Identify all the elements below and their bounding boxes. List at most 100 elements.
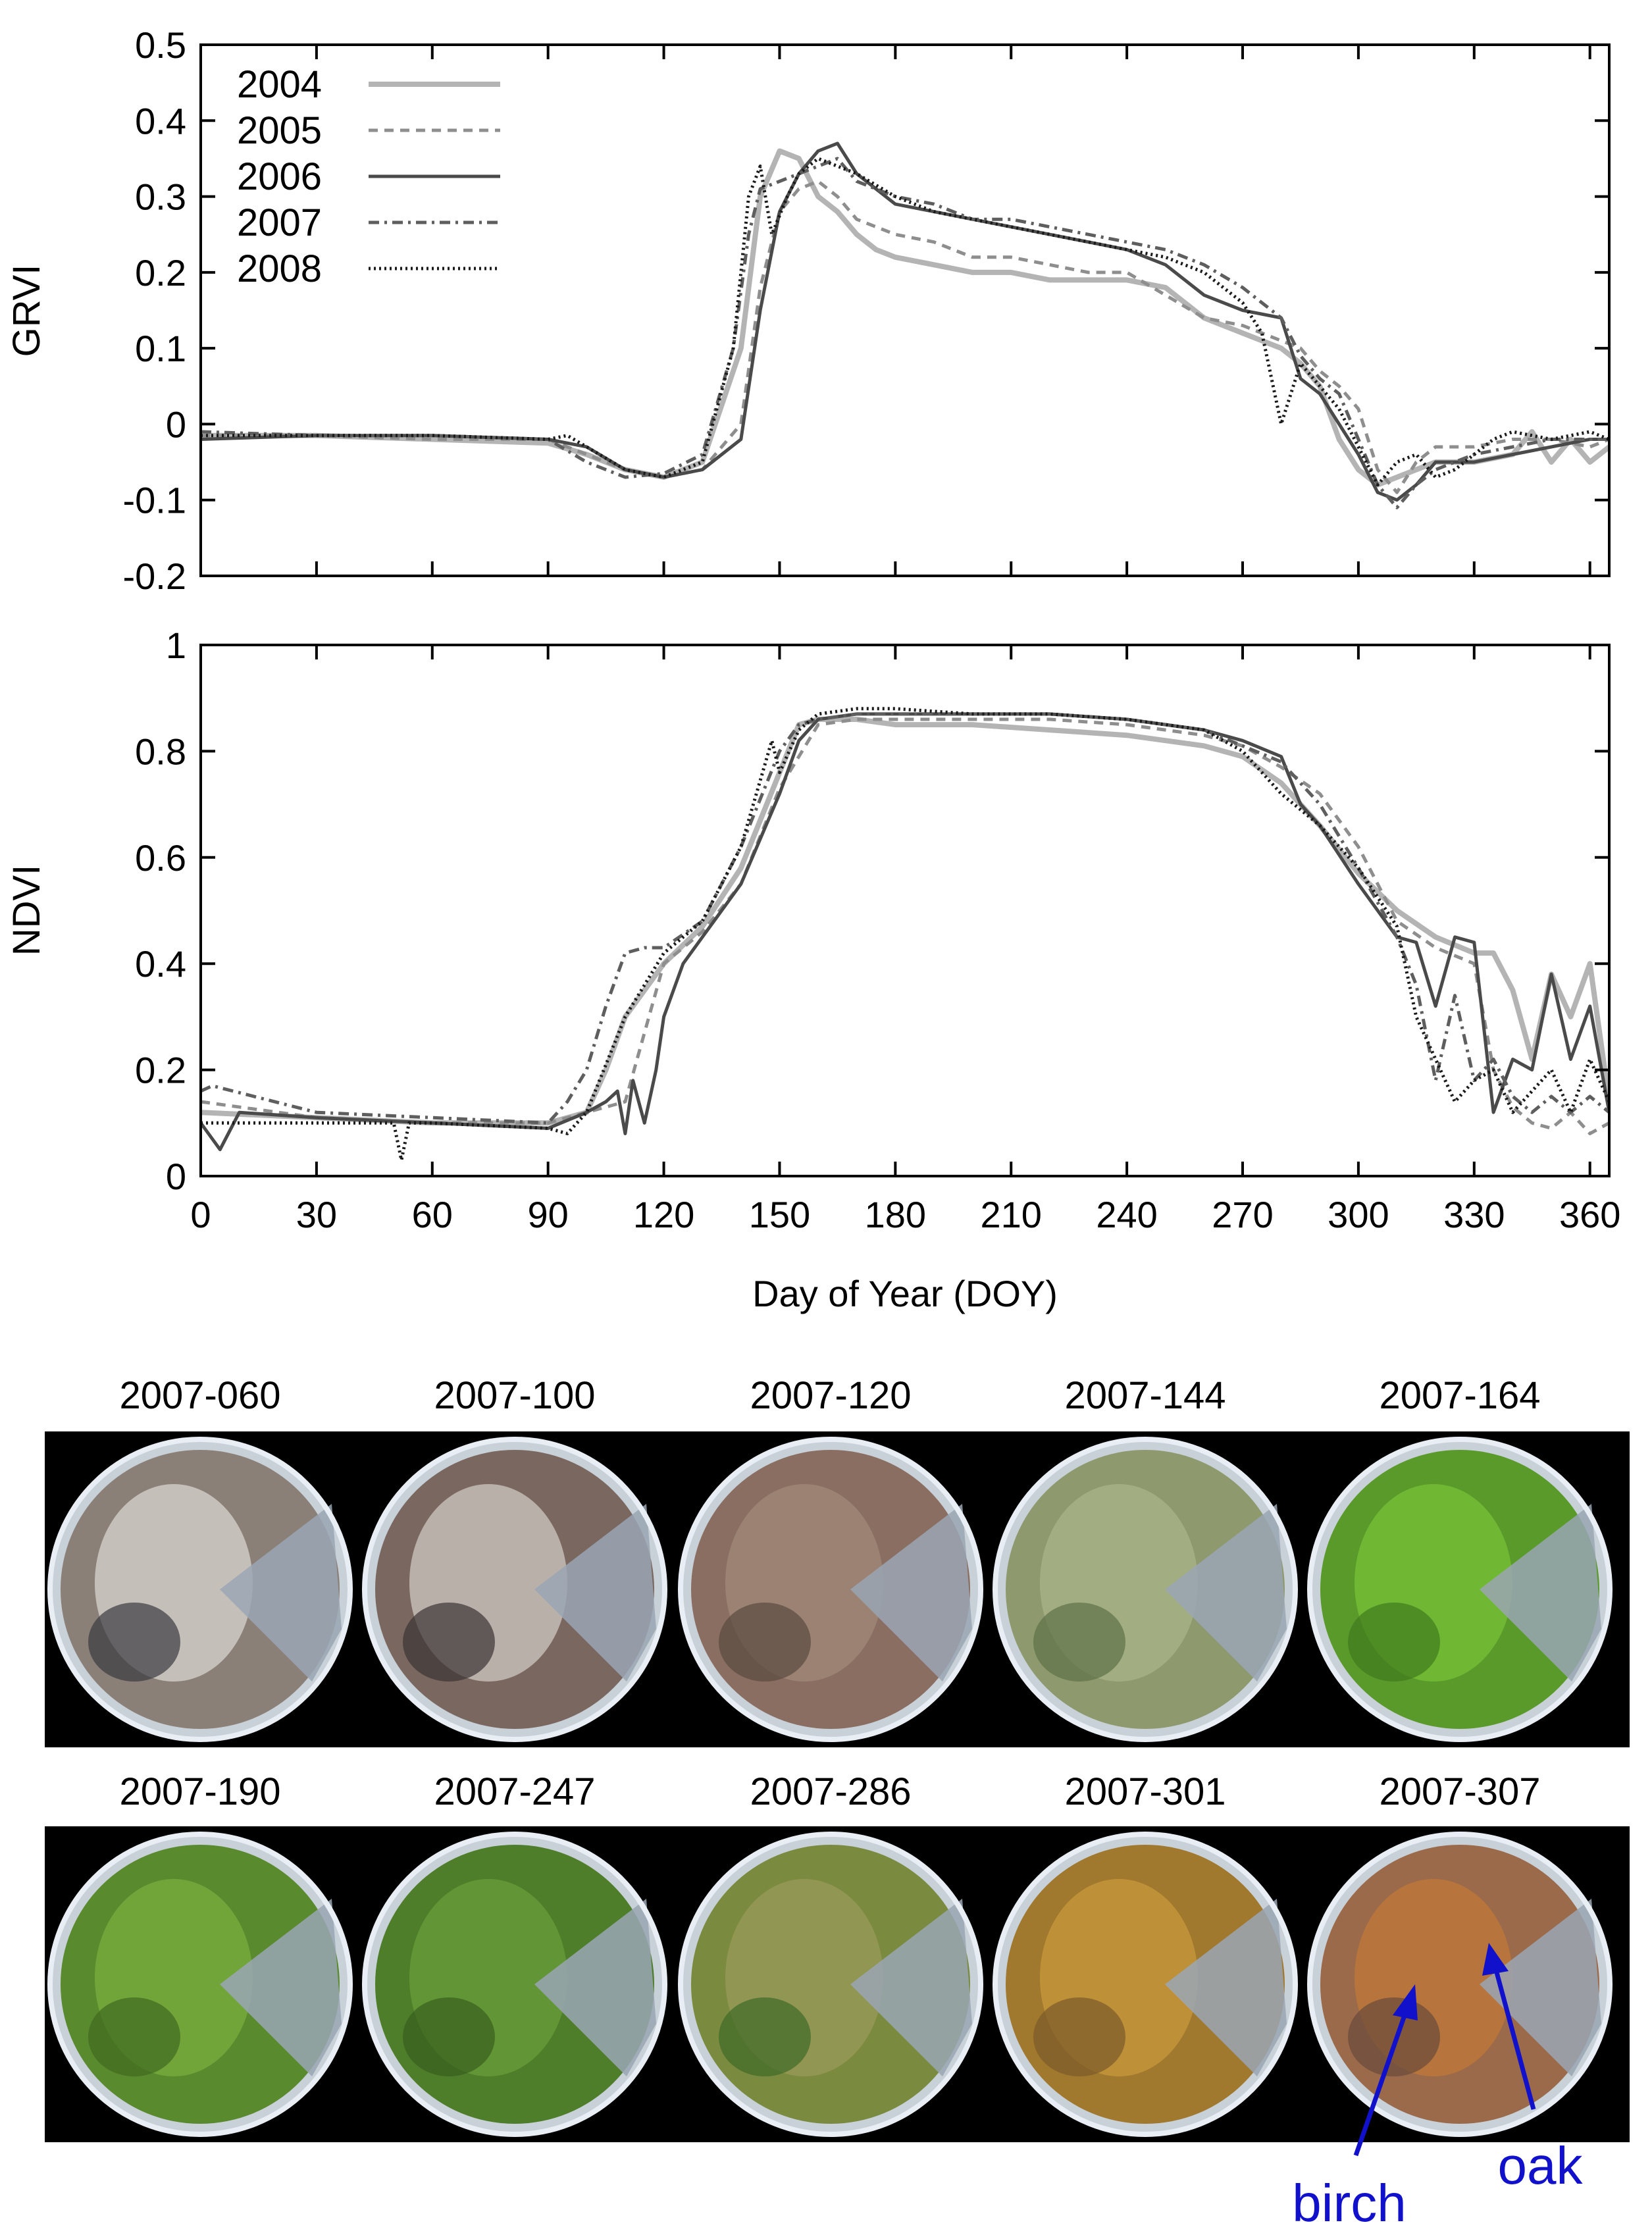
photo-label-2007-301: 2007-301	[1064, 1770, 1226, 1813]
photo-2007-247	[362, 1832, 667, 2137]
photo-2007-301	[993, 1832, 1298, 2137]
ndvi-series-2004	[201, 717, 1609, 1126]
grvi-series-2006	[201, 141, 1609, 502]
grvi-ytick-label: -0.2	[123, 555, 187, 597]
canopy-patch	[1033, 1997, 1125, 2076]
ndvi-series-2008	[201, 707, 1609, 1162]
photo-label-2007-190: 2007-190	[119, 1770, 280, 1813]
tower-structure	[1480, 1899, 1601, 2076]
ndvi-ytick-label: 0.8	[135, 731, 186, 772]
fisheye-edge	[362, 1832, 667, 2137]
grvi-series-2005	[201, 180, 1609, 494]
ndvi-xtick-label: 270	[1212, 1194, 1273, 1235]
photo-label-2007-100: 2007-100	[434, 1374, 595, 1417]
photo-2007-190	[47, 1832, 353, 2137]
fisheye-edge	[47, 1437, 353, 1742]
photo-2007-144	[993, 1437, 1298, 1742]
grvi-ytick-label: 0.1	[135, 328, 186, 369]
grvi-series-group	[201, 141, 1609, 509]
ndvi-xtick-label: 240	[1096, 1194, 1157, 1235]
ndvi-ticks-group: 1 0.8 0.6 0.4 0.2 00 30 60 90 120 150 180 210 240 270 3…	[135, 625, 1620, 1235]
ndvi-xtick-label: 90	[528, 1194, 569, 1235]
ndvi-xtick-label: 330	[1443, 1194, 1505, 1235]
photo-2007-286	[678, 1832, 983, 2137]
photo-label-2007-286: 2007-286	[750, 1770, 911, 1813]
ndvi-series-2007	[201, 712, 1609, 1125]
oak-label: oak	[1498, 2136, 1584, 2195]
legend-label-2006: 2006	[237, 155, 322, 198]
grvi-ticks-group: 0.5 0.4 0.3 0.2 0.1 0 -0.1 -0.2	[123, 24, 1609, 597]
photo-2007-100	[362, 1437, 667, 1742]
ndvi-xtick-label: 30	[296, 1194, 337, 1235]
fisheye-edge	[678, 1437, 983, 1742]
birch-arrow-shaft	[1353, 2003, 1411, 2157]
ndvi-series-2006	[201, 712, 1609, 1152]
photo-2007-060	[47, 1437, 353, 1742]
photo-label-2007-060: 2007-060	[119, 1374, 280, 1417]
legend-label-2005: 2005	[237, 109, 322, 152]
canopy-patch	[88, 1997, 180, 2076]
photo-label-2007-307: 2007-307	[1379, 1770, 1540, 1813]
ndvi-series-2005	[201, 717, 1609, 1135]
grvi-series-2007	[201, 157, 1609, 509]
oak-arrow-shaft	[1491, 1962, 1536, 2110]
legend-label-2007: 2007	[237, 201, 322, 244]
birch-arrow-head	[1393, 1984, 1418, 2020]
canopy-patch	[1033, 1603, 1125, 1682]
ndvi-ytick-label: 1	[166, 625, 186, 666]
canopy-patch	[1348, 1997, 1440, 2076]
ndvi-xtick-label: 0	[190, 1194, 211, 1235]
photo-2007-307	[1307, 1832, 1613, 2137]
fisheye-edge	[993, 1437, 1298, 1742]
tower-structure	[534, 1899, 656, 2076]
tower-structure	[220, 1899, 342, 2076]
tower-structure	[850, 1899, 972, 2076]
canopy-patch	[1348, 1603, 1440, 1682]
ndvi-ylabel: NDVI	[5, 865, 48, 956]
tower-structure	[534, 1504, 656, 1682]
canopy-patch	[88, 1603, 180, 1682]
grvi-ytick-label: 0.4	[135, 100, 186, 141]
oak-arrow-head	[1482, 1943, 1509, 1976]
ndvi-xtick-label: 180	[865, 1194, 926, 1235]
photo-label-2007-164: 2007-164	[1379, 1374, 1540, 1417]
tower-structure	[220, 1504, 342, 1682]
ndvi-ytick-label: 0	[166, 1156, 186, 1197]
legend-label-2008: 2008	[237, 247, 322, 290]
ndvi-chart: 1 0.8 0.6 0.4 0.2 00 30 60 90 120 150 180 210 240 270 3…	[5, 625, 1620, 1314]
ndvi-plot-frame	[199, 644, 1611, 1177]
canopy-patch	[403, 1603, 495, 1682]
grvi-ylabel: GRVI	[5, 265, 48, 357]
tower-structure	[1480, 1504, 1601, 1682]
ndvi-xtick-label: 60	[412, 1194, 453, 1235]
annotations: birch oak	[1292, 1943, 1583, 2232]
photo-label-2007-247: 2007-247	[434, 1770, 595, 1813]
photo-label-2007-144: 2007-144	[1064, 1374, 1226, 1417]
grvi-ytick-label: 0.2	[135, 252, 186, 294]
fisheye-edge	[1307, 1832, 1613, 2137]
ndvi-ytick-label: 0.4	[135, 943, 186, 985]
photo-2007-120	[678, 1437, 983, 1742]
photo-2007-164	[1307, 1437, 1613, 1742]
ndvi-xtick-label: 360	[1559, 1194, 1620, 1235]
grvi-ytick-label: -0.1	[123, 480, 187, 521]
ndvi-xtick-label: 120	[633, 1194, 694, 1235]
tower-structure	[1165, 1504, 1287, 1682]
ndvi-ytick-label: 0.2	[135, 1050, 186, 1091]
ndvi-xtick-label: 300	[1328, 1194, 1389, 1235]
ndvi-xtick-label: 150	[749, 1194, 810, 1235]
birch-label: birch	[1292, 2174, 1406, 2232]
canopy-patch	[719, 1603, 811, 1682]
ndvi-ytick-label: 0.6	[135, 837, 186, 879]
fisheye-edge	[47, 1832, 353, 2137]
photo-strips: 2007-060 2007-100 2007-120 2007-144 2007-164…	[45, 1374, 1630, 2142]
ndvi-series-group	[201, 707, 1609, 1162]
tower-structure	[850, 1504, 972, 1682]
fisheye-edge	[1307, 1437, 1613, 1742]
legend-label-2004: 2004	[237, 63, 322, 106]
photos-group: 2007-060 2007-100 2007-120 2007-144 2007-164…	[47, 1374, 1613, 2137]
fisheye-edge	[993, 1832, 1298, 2137]
fisheye-edge	[362, 1437, 667, 1742]
